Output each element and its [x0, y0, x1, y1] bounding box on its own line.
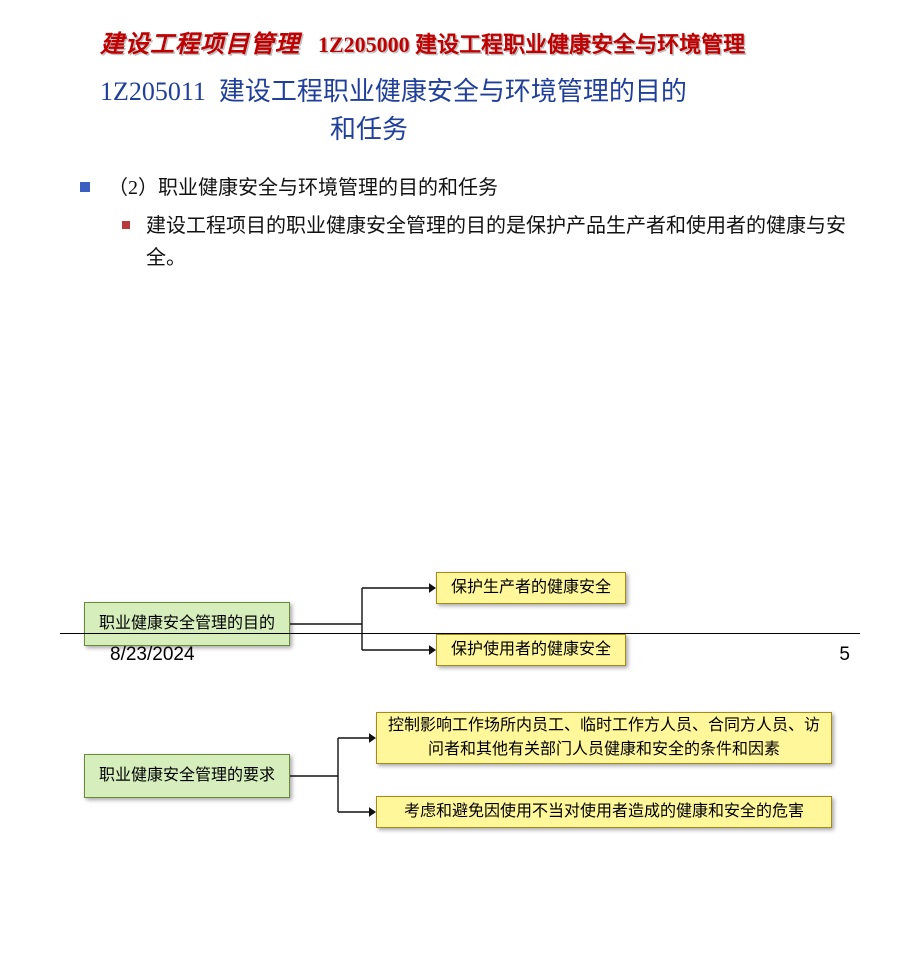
- section-title: 1Z205011 建设工程职业健康安全与环境管理的目的 和任务: [100, 73, 880, 148]
- slide-body: （2）职业健康安全与环境管理的目的和任务 建设工程项目的职业健康安全管理的目的是…: [0, 148, 920, 274]
- footer-page: 5: [839, 644, 850, 666]
- header-line-1: 建设工程项目管理 1Z205000 建设工程职业健康安全与环境管理: [100, 24, 880, 59]
- section-title-l1: 建设工程职业健康安全与环境管理的目的: [219, 77, 687, 106]
- footer-rule: [60, 633, 860, 634]
- section-line-1: 1Z205011 建设工程职业健康安全与环境管理的目的: [100, 73, 880, 111]
- bullet-text: （2）职业健康安全与环境管理的目的和任务: [108, 172, 860, 204]
- small-square-bullet-icon: [122, 221, 130, 229]
- diagram2-connector: [0, 274, 920, 964]
- sub-bullet-text: 建设工程项目的职业健康安全管理的目的是保护产品生产者和使用者的健康与安全。: [146, 210, 860, 274]
- bullet-level-2: 建设工程项目的职业健康安全管理的目的是保护产品生产者和使用者的健康与安全。: [122, 210, 860, 274]
- section-title-l2: 和任务: [100, 111, 880, 149]
- square-bullet-icon: [80, 182, 90, 192]
- footer-date: 8/23/2024: [110, 644, 195, 666]
- bullet-level-1: （2）职业健康安全与环境管理的目的和任务: [80, 172, 860, 204]
- chapter-title: 1Z205000 建设工程职业健康安全与环境管理: [318, 27, 745, 59]
- slide-footer: 8/23/2024 5: [0, 644, 920, 666]
- main-title: 建设工程项目管理: [100, 24, 300, 59]
- slide-header: 建设工程项目管理 1Z205000 建设工程职业健康安全与环境管理 1Z2050…: [0, 0, 920, 148]
- section-code: 1Z205011: [100, 77, 206, 106]
